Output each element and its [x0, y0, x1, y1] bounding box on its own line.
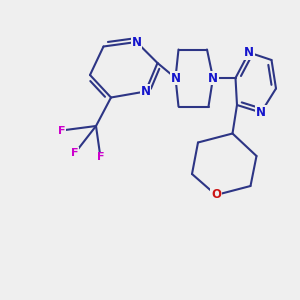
Text: F: F [97, 152, 104, 163]
Text: N: N [131, 35, 142, 49]
Text: F: F [58, 125, 65, 136]
Text: N: N [208, 71, 218, 85]
Text: N: N [140, 85, 151, 98]
Text: N: N [256, 106, 266, 119]
Text: F: F [71, 148, 79, 158]
Text: N: N [170, 71, 181, 85]
Text: O: O [211, 188, 221, 202]
Text: N: N [244, 46, 254, 59]
